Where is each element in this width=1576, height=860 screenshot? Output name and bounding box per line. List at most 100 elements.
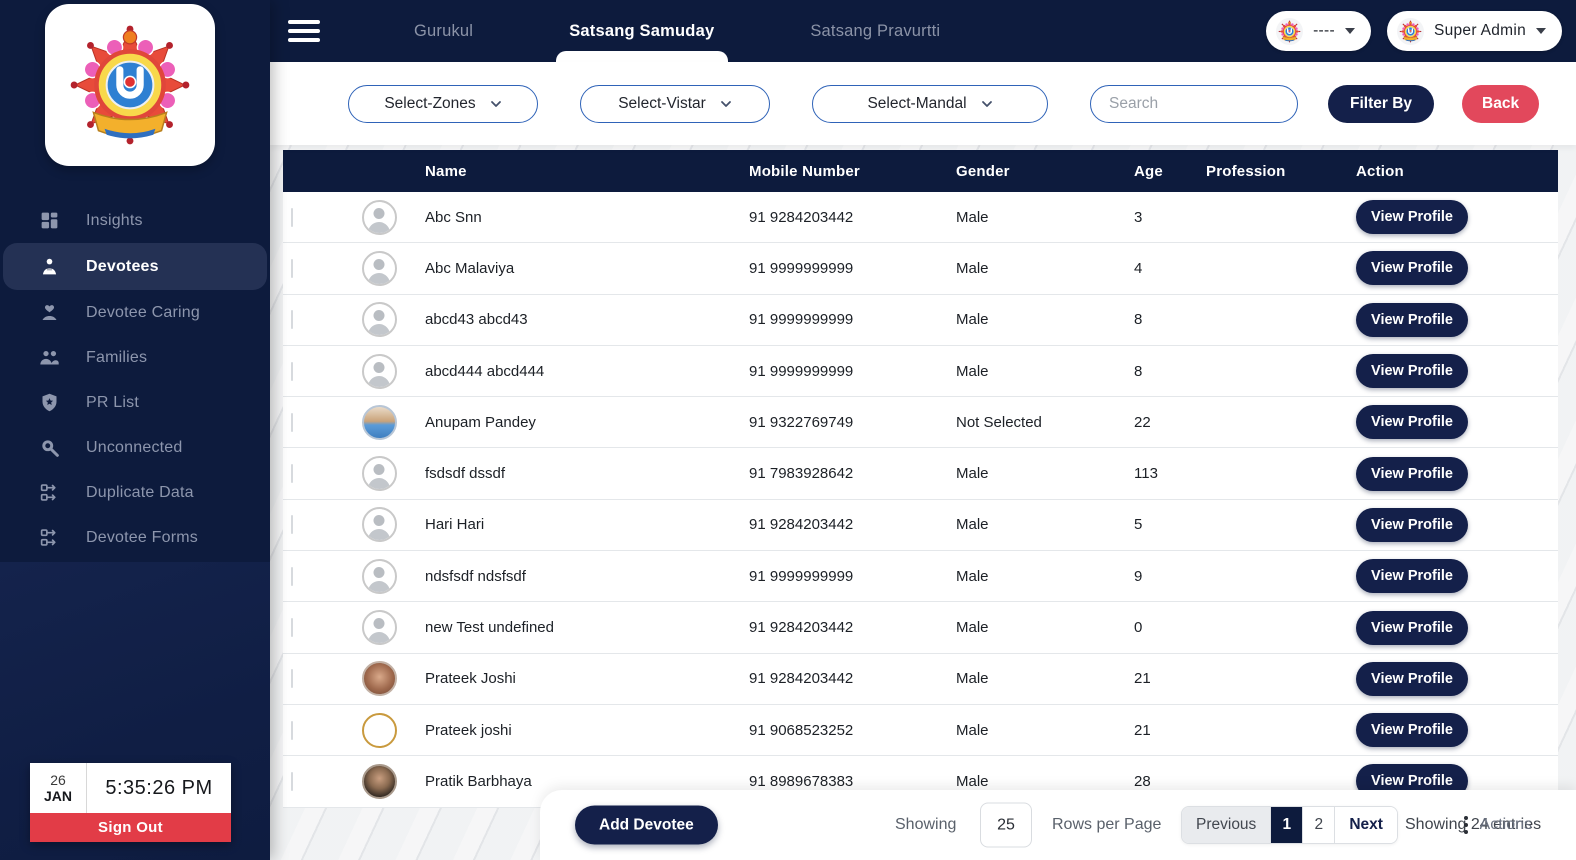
- vistar-select[interactable]: Select-Vistar: [580, 85, 770, 123]
- cell-age: 9: [1134, 568, 1206, 585]
- row-checkbox[interactable]: [291, 362, 293, 381]
- row-checkbox[interactable]: [291, 669, 293, 688]
- mandal-select[interactable]: Select-Mandal: [812, 85, 1048, 123]
- shield-star-icon: [38, 392, 60, 414]
- table-row: Hari Hari 91 9284203442 Male 5 View Prof…: [283, 500, 1558, 551]
- cell-mobile: 91 9999999999: [749, 311, 956, 328]
- column-header-action: Action: [1356, 163, 1558, 180]
- sidebar-item-families[interactable]: Families: [0, 335, 270, 380]
- actions-label: Actions: [1480, 816, 1532, 834]
- row-checkbox[interactable]: [291, 259, 293, 278]
- org-select-dropdown[interactable]: ----: [1266, 11, 1371, 51]
- top-navbar: Gurukul Satsang Samuday Satsang Pravurtt…: [270, 0, 1576, 62]
- devotee-avatar: [362, 456, 397, 491]
- add-devotee-button[interactable]: Add Devotee: [575, 806, 718, 845]
- view-profile-button[interactable]: View Profile: [1356, 251, 1468, 285]
- actions-menu[interactable]: Actions: [1464, 816, 1532, 834]
- rows-per-page-input[interactable]: [980, 803, 1032, 848]
- row-checkbox[interactable]: [291, 413, 293, 432]
- showing-label: Showing: [895, 816, 956, 834]
- sidebar-item-devotee-forms[interactable]: Devotee Forms: [0, 515, 270, 560]
- sidebar: Insights Devotees Devotee Caring Familie…: [0, 0, 270, 860]
- view-profile-button[interactable]: View Profile: [1356, 508, 1468, 542]
- sidebar-item-devotees[interactable]: Devotees: [3, 243, 267, 290]
- cell-mobile: 91 9999999999: [749, 568, 956, 585]
- sidebar-item-label: Duplicate Data: [86, 484, 194, 502]
- view-profile-button[interactable]: View Profile: [1356, 559, 1468, 593]
- row-checkbox[interactable]: [291, 464, 293, 483]
- cell-mobile: 91 9068523252: [749, 722, 956, 739]
- cell-name: ndsfsdf ndsfsdf: [425, 568, 749, 585]
- sidebar-item-devotee-caring[interactable]: Devotee Caring: [0, 290, 270, 335]
- cell-gender: Male: [956, 722, 1134, 739]
- user-role-value: Super Admin: [1434, 22, 1526, 40]
- devotee-avatar: [362, 507, 397, 542]
- cell-mobile: 91 9999999999: [749, 363, 956, 380]
- org-logo[interactable]: [45, 4, 215, 166]
- view-profile-button[interactable]: View Profile: [1356, 405, 1468, 439]
- next-page-button[interactable]: Next: [1335, 807, 1397, 843]
- search-input[interactable]: [1090, 85, 1298, 123]
- sidebar-item-label: Families: [86, 349, 147, 367]
- sidebar-item-pr-list[interactable]: PR List: [0, 380, 270, 425]
- hamburger-menu-icon[interactable]: [288, 20, 320, 42]
- row-checkbox[interactable]: [291, 515, 293, 534]
- tab-gurukul[interactable]: Gurukul: [366, 0, 521, 62]
- table-row: abcd43 abcd43 91 9999999999 Male 8 View …: [283, 295, 1558, 346]
- view-profile-button[interactable]: View Profile: [1356, 662, 1468, 696]
- chevron-down-icon: [720, 98, 732, 110]
- view-profile-button[interactable]: View Profile: [1356, 303, 1468, 337]
- duplicate-branch-icon: [38, 482, 60, 504]
- page-2-button[interactable]: 2: [1303, 807, 1335, 843]
- view-profile-button[interactable]: View Profile: [1356, 200, 1468, 234]
- devotee-avatar: [362, 302, 397, 337]
- org-avatar: [1276, 18, 1303, 45]
- user-profile-dropdown[interactable]: Super Admin: [1387, 11, 1562, 51]
- kebab-menu-icon: [1464, 816, 1468, 834]
- view-profile-button[interactable]: View Profile: [1356, 457, 1468, 491]
- cell-gender: Male: [956, 619, 1134, 636]
- sign-out-button[interactable]: Sign Out: [30, 813, 231, 842]
- page-1-button[interactable]: 1: [1271, 807, 1303, 843]
- row-checkbox[interactable]: [291, 772, 293, 791]
- row-checkbox[interactable]: [291, 567, 293, 586]
- row-checkbox[interactable]: [291, 208, 293, 227]
- sidebar-item-duplicate-data[interactable]: Duplicate Data: [0, 470, 270, 515]
- row-checkbox[interactable]: [291, 721, 293, 740]
- row-checkbox[interactable]: [291, 618, 293, 637]
- view-profile-button[interactable]: View Profile: [1356, 354, 1468, 388]
- tab-satsang-pravurtti[interactable]: Satsang Pravurtti: [762, 0, 988, 62]
- footer-bar: Add Devotee Showing Rows per Page Previo…: [540, 790, 1576, 860]
- view-profile-button[interactable]: View Profile: [1356, 611, 1468, 645]
- cell-age: 113: [1134, 465, 1206, 482]
- cell-name: Prateek Joshi: [425, 670, 749, 687]
- cell-gender: Male: [956, 260, 1134, 277]
- cell-age: 22: [1134, 414, 1206, 431]
- families-people-icon: [38, 347, 60, 369]
- cell-age: 3: [1134, 209, 1206, 226]
- cell-name: Anupam Pandey: [425, 414, 749, 431]
- row-checkbox[interactable]: [291, 310, 293, 329]
- clock-month: JAN: [44, 788, 72, 804]
- zones-select[interactable]: Select-Zones: [348, 85, 538, 123]
- cell-name: abcd444 abcd444: [425, 363, 749, 380]
- clock-display: 26 JAN 5:35:26 PM: [30, 763, 231, 813]
- tab-satsang-samuday[interactable]: Satsang Samuday: [521, 0, 762, 62]
- sidebar-item-unconnected[interactable]: Unconnected: [0, 425, 270, 470]
- table-row: fsdsdf dssdf 91 7983928642 Male 113 View…: [283, 448, 1558, 499]
- insights-grid-icon: [38, 210, 60, 232]
- filter-by-button[interactable]: Filter By: [1328, 85, 1434, 123]
- table-row: Anupam Pandey 91 9322769749 Not Selected…: [283, 397, 1558, 448]
- caring-heart-hand-icon: [38, 302, 60, 324]
- cell-name: Hari Hari: [425, 516, 749, 533]
- table-row: ndsfsdf ndsfsdf 91 9999999999 Male 9 Vie…: [283, 551, 1558, 602]
- clock-date: 26 JAN: [30, 763, 87, 813]
- pagination: Previous 1 2 Next: [1181, 806, 1398, 844]
- sidebar-item-insights[interactable]: Insights: [0, 198, 270, 243]
- devotee-avatar: [362, 610, 397, 645]
- cell-gender: Male: [956, 773, 1134, 790]
- view-profile-button[interactable]: View Profile: [1356, 713, 1468, 747]
- back-button[interactable]: Back: [1462, 85, 1539, 123]
- table-body: Abc Snn 91 9284203442 Male 3 View Profil…: [283, 192, 1558, 808]
- previous-page-button[interactable]: Previous: [1182, 807, 1271, 843]
